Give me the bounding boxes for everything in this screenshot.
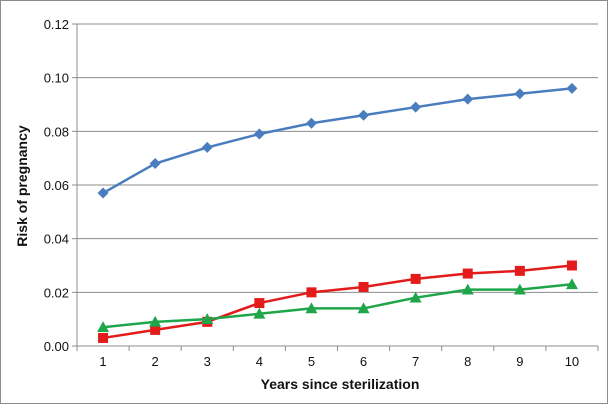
gridlines [77,23,598,293]
series-layer [97,82,578,343]
data-point [98,332,109,343]
x-tick-label: 7 [412,354,419,369]
data-point [254,298,265,309]
data-point [253,307,266,319]
series-line [102,264,573,340]
data-point [305,117,317,129]
y-tick-labels: 0.00 0.02 0.04 0.06 0.08 0.10 0.12 [44,17,69,354]
data-point [409,291,422,303]
x-tick-label: 10 [565,354,579,369]
series-3 [97,278,578,333]
y-tick-label: 0.04 [44,232,69,247]
y-tick-label: 0.08 [44,124,69,139]
data-point [566,260,577,271]
data-point [462,268,473,279]
data-point [149,158,161,170]
data-point [358,281,369,292]
series-line [102,87,573,195]
data-point [410,101,422,113]
data-point [97,321,110,333]
data-point [410,273,421,284]
x-tick-label: 3 [204,354,211,369]
data-point [462,93,474,105]
x-tick-label: 9 [516,354,523,369]
y-tick-label: 0.06 [44,178,69,193]
y-axis-title: Risk of pregnancy [14,125,30,247]
series-2 [98,260,577,343]
x-tick-label: 5 [308,354,315,369]
data-point [201,313,214,324]
y-tick-label: 0.02 [44,285,69,300]
data-point [513,283,526,295]
data-point [253,128,265,140]
data-point [514,265,525,276]
x-tick-label: 4 [256,354,263,369]
data-point [305,302,318,314]
series-line [102,283,573,329]
data-point [461,283,474,295]
data-point [514,88,526,100]
y-tick-label: 0.12 [44,17,69,32]
data-point [201,141,213,153]
data-point [357,302,370,314]
x-tick-label: 6 [360,354,367,369]
y-tick-label: 0.00 [44,339,69,354]
data-point [358,109,370,121]
data-point [97,187,109,199]
axes [72,23,599,351]
x-tick-labels: 1 2 3 4 5 6 7 8 9 10 [99,354,579,369]
data-point [150,324,161,335]
x-axis-title: Years since sterilization [261,376,420,392]
data-point [306,287,317,298]
series-1 [97,82,578,199]
y-tick-label: 0.10 [44,71,69,86]
x-tick-label: 8 [464,354,471,369]
x-tick-label: 1 [99,354,106,369]
x-tick-label: 2 [152,354,159,369]
data-point [566,82,578,94]
data-point [565,278,578,290]
data-point [149,315,162,327]
